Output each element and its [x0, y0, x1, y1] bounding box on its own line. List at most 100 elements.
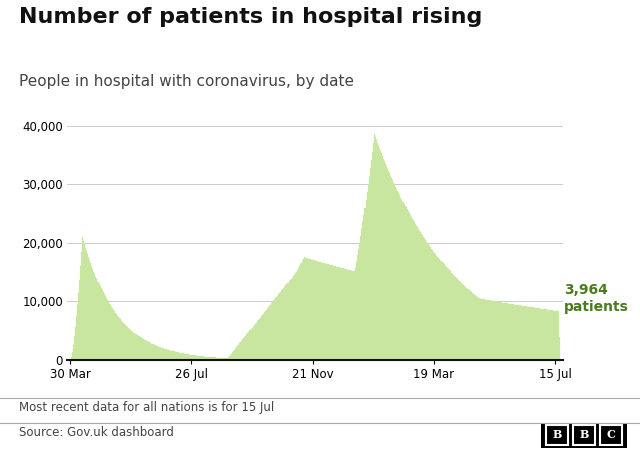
Bar	[522, 306, 523, 360]
Bar	[115, 313, 116, 360]
Bar	[391, 178, 392, 360]
Bar	[406, 209, 408, 360]
Bar	[372, 143, 374, 360]
Bar	[316, 261, 317, 360]
Bar	[89, 260, 90, 360]
Bar	[537, 308, 538, 360]
Bar	[111, 307, 112, 360]
Bar	[241, 341, 243, 360]
Bar	[404, 206, 406, 360]
Bar	[72, 351, 73, 360]
Bar	[220, 358, 221, 360]
Bar	[464, 286, 465, 360]
Bar	[124, 324, 125, 360]
Bar	[128, 328, 129, 360]
Bar	[403, 203, 404, 360]
Bar	[505, 303, 506, 360]
Bar	[79, 280, 80, 360]
Bar	[162, 348, 163, 360]
Bar	[80, 266, 81, 360]
Bar	[520, 306, 522, 360]
Bar	[429, 246, 430, 360]
Bar	[398, 194, 399, 360]
Bar	[380, 151, 381, 360]
Bar	[421, 234, 422, 360]
Bar	[442, 263, 444, 360]
Bar	[419, 230, 420, 360]
Bar	[496, 302, 497, 360]
Bar	[390, 176, 391, 360]
Bar	[153, 344, 154, 360]
Bar	[503, 303, 504, 360]
Text: Most recent data for all nations is for 15 Jul: Most recent data for all nations is for …	[19, 401, 275, 414]
Bar	[104, 294, 105, 360]
Bar	[548, 310, 549, 360]
Bar	[418, 229, 419, 360]
Bar	[234, 350, 235, 360]
Bar	[271, 303, 272, 360]
Bar	[154, 345, 155, 360]
Bar	[415, 224, 416, 360]
Bar	[345, 269, 346, 360]
Bar	[469, 290, 470, 360]
Bar	[277, 296, 278, 360]
Bar	[346, 269, 347, 360]
Bar	[214, 357, 216, 360]
Bar	[338, 267, 339, 360]
Bar	[476, 296, 477, 360]
Bar	[131, 331, 132, 360]
Bar	[433, 252, 435, 360]
Bar	[188, 355, 189, 360]
Bar	[95, 277, 97, 360]
Bar	[92, 269, 93, 360]
Bar	[518, 305, 520, 360]
Bar	[471, 292, 472, 360]
Bar	[265, 311, 266, 360]
Bar	[120, 320, 121, 360]
Text: C: C	[606, 429, 615, 441]
Bar	[319, 262, 321, 360]
Bar	[393, 183, 394, 360]
Bar	[411, 217, 412, 360]
Bar	[86, 251, 87, 360]
Bar	[321, 262, 323, 360]
Bar	[232, 352, 233, 360]
Bar	[467, 288, 468, 360]
Bar	[110, 305, 111, 360]
Bar	[129, 329, 131, 360]
Bar	[143, 339, 144, 360]
Bar	[313, 260, 314, 360]
Bar	[168, 350, 170, 360]
Bar	[362, 222, 364, 360]
Text: B: B	[579, 429, 589, 441]
Bar	[455, 277, 456, 360]
Bar	[412, 219, 413, 360]
Bar	[497, 302, 498, 360]
Bar	[302, 261, 303, 360]
Bar	[236, 347, 237, 360]
Bar	[229, 356, 230, 360]
Bar	[530, 307, 531, 360]
Bar	[284, 287, 285, 360]
Bar	[331, 265, 332, 360]
Bar	[357, 256, 358, 360]
Bar	[289, 280, 291, 360]
Bar	[157, 346, 158, 360]
Bar	[300, 265, 301, 360]
Bar	[370, 168, 371, 360]
Bar	[136, 335, 138, 360]
Bar	[172, 351, 173, 360]
Bar	[87, 254, 88, 360]
Bar	[83, 241, 84, 360]
Bar	[228, 357, 229, 360]
Bar	[354, 271, 355, 360]
Bar	[264, 312, 265, 360]
Bar	[275, 298, 276, 360]
Bar	[296, 271, 297, 360]
Bar	[235, 348, 236, 360]
Bar	[477, 297, 479, 360]
Bar	[515, 305, 516, 360]
Bar	[326, 264, 328, 360]
Bar	[126, 326, 127, 360]
Bar	[491, 301, 492, 360]
